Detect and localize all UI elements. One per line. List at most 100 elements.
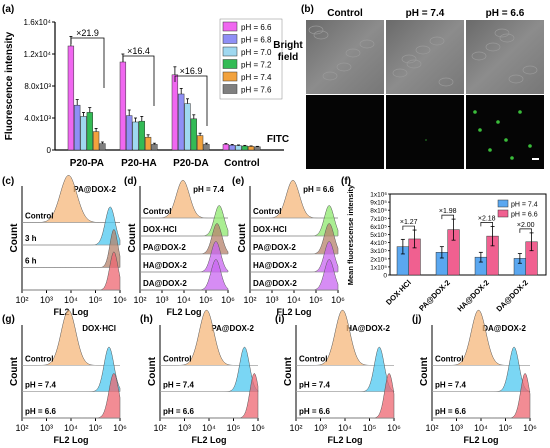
f-ytick-label: 8x10⁵	[370, 208, 387, 215]
panel-label: (h)	[140, 314, 153, 325]
a-legend-label: pH = 7.6	[241, 86, 272, 95]
hist-xtick-label: 10⁴	[64, 295, 78, 305]
hist-row-label: pH = 6.6	[25, 407, 56, 416]
hist-xtick-label: 10⁴	[287, 295, 301, 305]
f-annotation: ×1.98	[439, 208, 457, 215]
hist-x-axis-title: FL2 Log	[54, 435, 89, 445]
b-cell-outline	[471, 51, 487, 61]
panel-label: (f)	[341, 176, 351, 187]
b-cell-outline	[485, 42, 501, 52]
b-fitc-image	[466, 95, 544, 169]
f-y-axis-title: Mean fluorescense intensity	[346, 184, 355, 285]
hist-xtick-label: 10²	[153, 423, 166, 433]
hist-row-label: pH = 7.4	[435, 381, 466, 390]
hist-xtick-label: 10⁶	[523, 423, 537, 433]
b-fitc-signal	[473, 110, 477, 114]
hist-row-label: pH = 7.4	[299, 381, 330, 390]
a-annotation-bracket	[174, 75, 208, 126]
a-bar	[99, 143, 106, 151]
hist-xtick-label: 10²	[425, 423, 438, 433]
b-fitc-signal	[425, 139, 427, 141]
hist-row-label: pH = 6.6	[435, 407, 466, 416]
f-annotation-bracket	[402, 225, 415, 231]
f-annotation-bracket	[519, 228, 532, 233]
a-category-label: P20-HA	[121, 158, 157, 169]
hist-row-label: Control	[253, 207, 281, 216]
hist-xtick-label: 10²	[15, 295, 28, 305]
a-bar	[235, 145, 242, 151]
f-ytick-label: 4x10⁵	[370, 240, 387, 247]
a-bar	[254, 146, 261, 151]
hist-x-axis-title: FL2 Log	[328, 435, 363, 445]
hist-panel-title: DOX·HCl	[82, 324, 116, 333]
f-annotation-bracket	[480, 222, 493, 227]
f-category-label: DA@DOX-2	[494, 278, 529, 313]
hist-x-axis-title: FL2 Log	[167, 307, 202, 317]
a-category-label: P20-DA	[173, 158, 209, 169]
a-bar	[203, 144, 210, 151]
hist-row-label: Control	[143, 207, 171, 216]
hist-y-axis-title: Count	[9, 356, 20, 386]
b-row-header: field	[278, 52, 299, 63]
hist-xtick-label: 10⁴	[202, 423, 216, 433]
b-fitc-signal	[528, 144, 532, 148]
hist-xtick-label: 10⁵	[363, 423, 377, 433]
a-legend-swatch	[222, 71, 238, 82]
a-annotation: ×16.9	[180, 66, 203, 76]
a-bar	[126, 115, 133, 151]
hist-panel-title: pH = 6.6	[303, 185, 334, 194]
a-bar	[178, 93, 185, 151]
b-cell-outline	[401, 54, 417, 64]
a-bar	[144, 136, 152, 151]
hist-row-label: DA@DOX-2	[253, 279, 297, 288]
hist-xtick-label: 10³	[314, 423, 327, 433]
b-cell-outline	[345, 48, 361, 58]
a-bar	[80, 116, 87, 151]
hist-xtick-label: 10⁴	[64, 423, 78, 433]
f-category-label: DOX·HCl	[384, 278, 413, 307]
hist-row-label: HA@DOX-2	[253, 261, 297, 270]
a-bar	[190, 118, 197, 151]
hist-xtick-label: 10³	[265, 295, 278, 305]
panel-label: (b)	[301, 4, 314, 15]
b-fitc-signal	[488, 148, 492, 152]
b-cell-outline	[438, 77, 454, 87]
a-legend-label: pH = 6.8	[241, 36, 272, 45]
b-column-header: pH = 7.4	[406, 8, 445, 19]
b-cell-outline	[429, 36, 445, 46]
hist-x-axis-title: FL2 Log	[192, 435, 227, 445]
hist-y-axis-title: Count	[237, 223, 248, 253]
b-cell-outline	[499, 33, 515, 43]
b-row-header: FITC	[267, 134, 289, 145]
hist-y-axis-title: Count	[9, 223, 20, 253]
a-legend-swatch	[222, 21, 238, 32]
hist-xtick-label: 10⁵	[499, 423, 513, 433]
b-cell-outline	[322, 71, 338, 81]
f-ytick-label: 5x10⁵	[370, 232, 387, 239]
f-ytick-label: 9x10⁵	[370, 200, 387, 207]
f-category-label: PA@DOX-2	[417, 278, 452, 313]
a-legend-label: pH = 7.0	[241, 48, 272, 57]
a-bar	[92, 131, 100, 151]
a-legend-swatch	[222, 46, 238, 57]
hist-xtick-label: 10⁵	[227, 423, 241, 433]
hist-row-label: DOX·HCl	[143, 225, 177, 234]
b-fitc-signal	[478, 128, 482, 132]
f-annotation: ×2.18	[478, 215, 496, 222]
a-bar	[247, 146, 255, 151]
hist-row-label: 3 h	[25, 234, 37, 243]
b-fitc-signal	[504, 138, 508, 142]
f-category-label: HA@DOX-2	[455, 278, 490, 313]
hist-xtick-label: 10³	[155, 295, 168, 305]
f-legend-swatch	[497, 209, 509, 218]
b-cell-outline	[415, 45, 431, 55]
hist-xtick-label: 10²	[243, 295, 256, 305]
a-ytick-label: 1.2x10⁴	[24, 50, 52, 59]
f-annotation-bracket	[441, 214, 454, 220]
hist-xtick-label: 10⁵	[89, 295, 103, 305]
hist-x-axis-title: FL2 Log	[277, 307, 312, 317]
hist-row-label: DOX·HCl	[253, 225, 287, 234]
b-column-header: Control	[327, 8, 363, 19]
a-bar	[229, 144, 236, 151]
hist-row-label: 6 h	[25, 257, 37, 266]
